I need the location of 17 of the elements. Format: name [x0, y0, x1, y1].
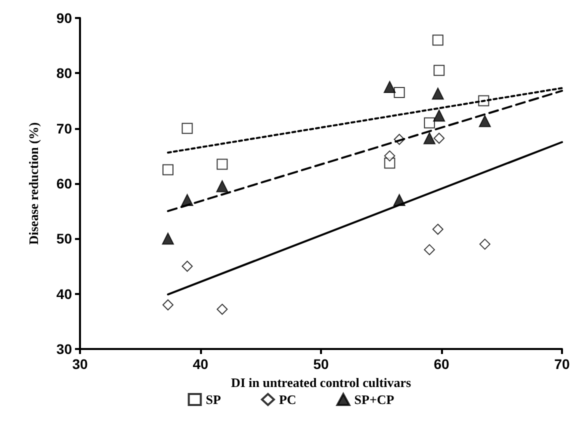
- x-tick-label: 50: [313, 356, 329, 372]
- y-axis-title: Disease reduction (%): [26, 122, 41, 245]
- y-tick-label: 30: [56, 341, 72, 357]
- y-tick-label: 70: [56, 120, 72, 136]
- y-tick-label: 80: [56, 65, 72, 82]
- x-tick-label: 40: [192, 356, 208, 372]
- y-tick-label: 50: [56, 230, 72, 247]
- x-tick-label: 70: [554, 356, 570, 372]
- y-tick-label: 40: [56, 286, 72, 302]
- x-tick-label: 60: [434, 356, 450, 372]
- legend-label: PC: [278, 392, 296, 407]
- x-tick-label: 30: [72, 356, 88, 372]
- y-tick-label: 90: [56, 10, 72, 26]
- x-axis-title: DI in untreated control cultivars: [230, 374, 412, 390]
- legend-label: SP+CP: [354, 392, 394, 407]
- legend-label: SP: [206, 392, 222, 407]
- y-tick-label: 60: [56, 176, 72, 192]
